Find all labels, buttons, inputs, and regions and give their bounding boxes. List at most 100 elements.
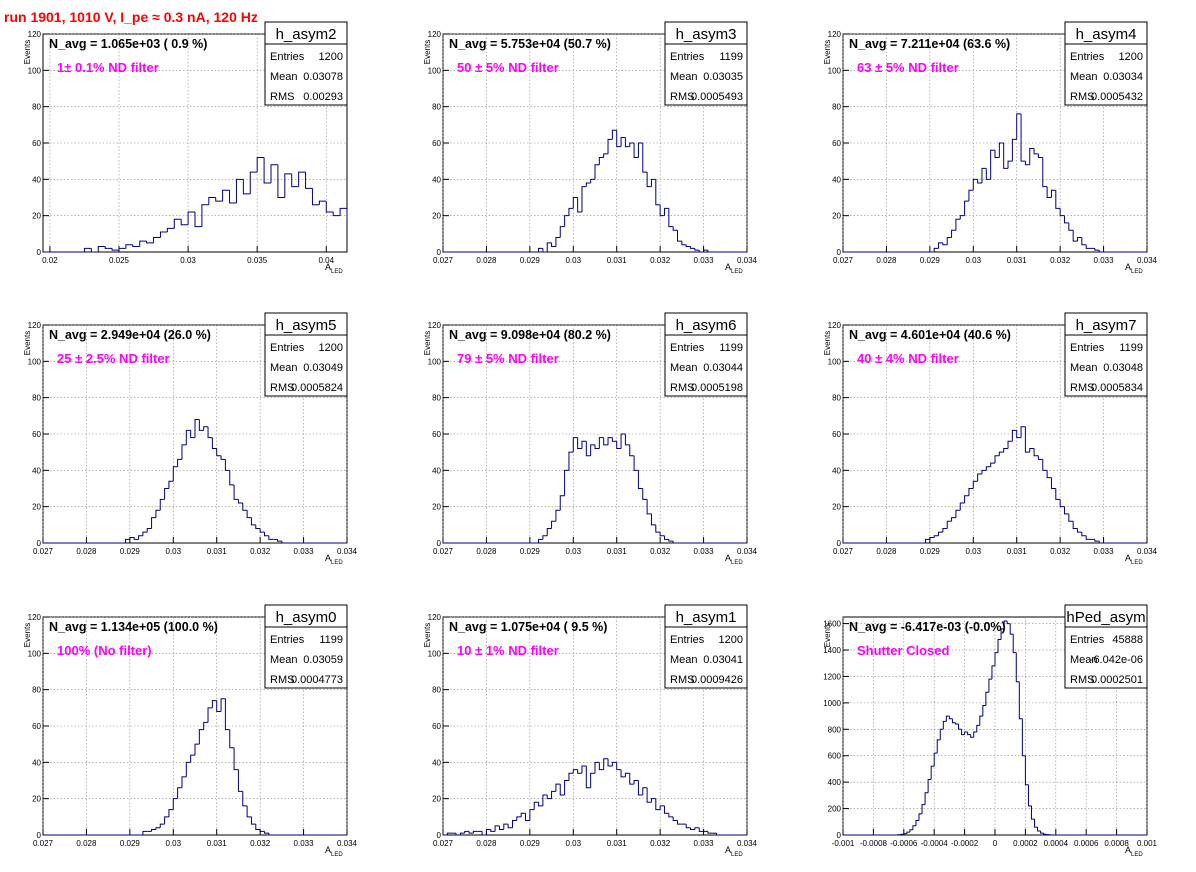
y-tick-label: 40 <box>832 466 841 475</box>
stats-label: Entries <box>270 342 305 354</box>
histogram-bin <box>585 182 591 187</box>
histogram-bin <box>603 153 609 158</box>
histogram-bin <box>577 197 582 213</box>
histogram-bin <box>139 240 147 247</box>
y-tick-label: 60 <box>32 139 41 148</box>
histogram-bin <box>1059 499 1065 508</box>
histogram-bin <box>1037 455 1043 460</box>
histogram-bin <box>559 226 565 238</box>
histogram-bin <box>1063 506 1069 515</box>
x-tick-label: 0.031 <box>607 547 628 556</box>
stats-value: -6.042e-06 <box>1090 654 1143 666</box>
y-tick-label: 40 <box>832 175 841 184</box>
filter-annotation: 50 ± 5% ND filter <box>457 60 559 75</box>
histogram-bin <box>291 173 299 188</box>
stats-value: 1199 <box>719 51 743 63</box>
stats-label: Mean <box>270 362 298 374</box>
y-tick-label: 60 <box>432 139 441 148</box>
histogram-panel-hPed_asym: -0.001 -0.0008 -0.0006 -0.0004 -0.0002 0 0.000… <box>823 604 1158 858</box>
histogram-bin <box>546 795 552 800</box>
histogram-bin <box>903 833 907 835</box>
x-tick-label: 0.033 <box>694 256 715 265</box>
x-axis-label: ALED <box>325 262 343 275</box>
histogram-bin <box>1024 426 1030 453</box>
histogram-bin <box>533 801 539 810</box>
histogram-bin <box>151 517 156 529</box>
histogram-name: hPed_asym <box>1066 609 1145 626</box>
stats-label: RMS <box>1070 91 1094 103</box>
histogram-bin <box>607 138 613 154</box>
histogram-bin <box>1020 426 1026 438</box>
histogram-bin <box>198 729 204 745</box>
x-tick-label: 0.03 <box>165 839 181 848</box>
histogram-bin <box>1046 470 1052 479</box>
y-tick-label: 20 <box>32 795 41 804</box>
histogram-bin <box>564 469 569 496</box>
stats-value: 0.0005493 <box>691 91 743 103</box>
stats-label: Entries <box>670 634 705 646</box>
histogram-bin <box>1094 248 1100 251</box>
histogram-bin <box>946 236 952 245</box>
histogram-bin <box>318 200 327 205</box>
histogram-panel-h_asym3: 0.027 0.028 0.029 0.03 0.031 0.032 0.033 0.034 0… <box>423 21 758 275</box>
x-tick-label: 0.027 <box>833 256 854 265</box>
stats-label: Mean <box>1070 71 1098 83</box>
histogram-bin <box>164 488 169 500</box>
x-tick-label: 0.031 <box>1007 256 1028 265</box>
y-tick-label: 0 <box>837 248 842 257</box>
histogram-bin <box>568 772 574 781</box>
stats-label: Mean <box>270 71 298 83</box>
stats-label: Entries <box>1070 634 1105 646</box>
filter-annotation: 10 ± 1% ND filter <box>457 643 559 658</box>
stats-value: 45888 <box>1112 634 1143 646</box>
y-tick-label: 80 <box>32 686 41 695</box>
x-tick-label: 0.029 <box>520 256 541 265</box>
x-tick-label: 0.032 <box>650 547 671 556</box>
histogram-bin <box>933 752 938 767</box>
x-tick-label: -0.0004 <box>921 839 949 848</box>
histogram-bin <box>168 809 174 817</box>
histogram-bin <box>1011 429 1017 442</box>
navg-label: N_avg = 2.949e+04 (26.0 %) <box>49 328 211 342</box>
histogram-bin <box>1021 718 1026 757</box>
histogram-bin <box>516 816 522 821</box>
stats-label: RMS <box>270 674 294 686</box>
y-tick-label: 1200 <box>823 672 841 681</box>
y-tick-label: 20 <box>432 795 441 804</box>
histogram-bin <box>249 171 258 194</box>
histogram-bin <box>998 142 1004 158</box>
y-tick-label: 0 <box>837 539 842 548</box>
y-tick-label: 0 <box>37 831 42 840</box>
y-tick-label: 600 <box>828 752 842 761</box>
histogram-bin <box>603 758 609 770</box>
histogram-bin <box>229 729 235 749</box>
x-tick-label: 0.032 <box>250 547 271 556</box>
histogram-bin <box>1024 161 1030 166</box>
x-tick-label: 0.034 <box>337 839 358 848</box>
stats-label: RMS <box>670 382 694 394</box>
histogram-bin <box>948 716 953 720</box>
x-tick-label: 0.02 <box>42 256 58 265</box>
stats-value: 0.0005432 <box>1091 91 1143 103</box>
histogram-bin <box>551 790 556 799</box>
histogram-bin <box>498 825 504 831</box>
histogram-bin <box>990 149 995 180</box>
histogram-bin <box>185 429 191 445</box>
histogram-bin <box>203 426 209 431</box>
histogram-panel-h_asym6: 0.027 0.028 0.029 0.03 0.031 0.032 0.033 0.034 0… <box>423 312 758 566</box>
filter-annotation: 40 ± 4% ND filter <box>857 351 959 366</box>
y-tick-label: 60 <box>832 430 841 439</box>
histogram-bin <box>1006 620 1011 625</box>
histogram-bin <box>973 731 977 738</box>
histogram-bin <box>168 480 174 489</box>
histogram-bin <box>229 190 237 204</box>
histogram-bin <box>611 761 617 766</box>
stats-value: 1199 <box>719 342 743 354</box>
stats-value: 0.03059 <box>303 654 343 666</box>
histogram-bin <box>924 792 929 805</box>
stats-label: Entries <box>670 342 705 354</box>
histogram-bin <box>1068 222 1074 231</box>
histogram-bin <box>1050 189 1056 198</box>
histogram-bin <box>1059 208 1065 217</box>
histogram-bin <box>1098 541 1104 544</box>
